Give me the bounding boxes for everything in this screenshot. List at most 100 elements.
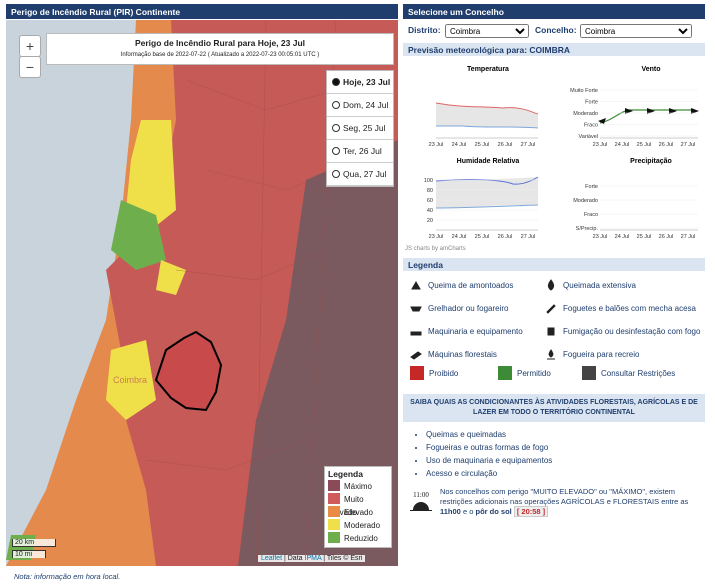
icon-shape [547,279,555,291]
scale-km: 20 km [12,539,56,547]
clock-time: 11:00 [413,491,429,499]
y-tick-label: 40 [427,208,433,214]
legend-swatch [328,506,340,517]
info-link[interactable]: Uso de maquinaria e equipamentos [426,454,552,467]
legend-label: Moderado [344,521,381,530]
legend-header: Legenda [403,258,705,271]
icon-shape [547,327,555,336]
x-tick-label: 23 Jul [593,234,608,240]
panel-header: Selecione um Concelho [403,4,705,19]
hum-band [436,177,538,208]
activity-label: Fumigação ou desinfestação com fogo [563,327,701,336]
activity-label: Grelhador ou fogareiro [428,304,509,313]
wind-arrows [598,108,699,124]
day-label: Dom, 24 Jul [343,100,389,110]
status-label: Permitido [517,369,551,378]
x-tick-label: 27 Jul [681,142,696,148]
y-tick-label: Fraco [584,212,598,218]
map-subtitle: Informação base de 2022-07-22 ( Atualiza… [120,52,320,58]
activity-item: Maquinaria e equipamento [410,320,570,343]
temp-band [436,103,538,128]
map-info: Perigo de Incêndio Rural para Hoje, 23 J… [46,33,394,65]
sunset-time: [ 20:58 ] [513,506,549,517]
status-item: Proibido [410,366,458,382]
x-tick-label: 23 Jul [429,142,444,148]
map-title: Perigo de Incêndio Rural para Hoje, 23 J… [134,38,306,48]
icon-shape [410,351,422,360]
y-tick-label: 100 [424,178,433,184]
y-tick-label: Moderado [573,198,598,204]
legend-item: Moderado [328,519,388,532]
legend-swatch [328,480,340,491]
radio [332,101,340,109]
status-legend: Proibido Permitido Consultar Restrições [410,366,705,382]
info-link[interactable]: Fogueiras e outras formas de fogo [426,441,552,454]
icon-shape [546,304,556,314]
amcharts-link[interactable]: JS charts by amCharts [405,246,466,252]
x-tick-label: 24 Jul [452,142,467,148]
day-option[interactable]: Seg, 25 Jul [327,117,393,140]
info-list: Queimas e queimadasFogueiras e outras fo… [412,428,552,480]
council-label: Concelho: [535,25,577,35]
icon-shape [410,331,422,336]
day-label: Hoje, 23 Jul [343,77,391,87]
icon-shape [410,306,422,312]
temp-min [436,125,539,129]
day-option[interactable]: Hoje, 23 Jul [327,71,393,94]
status-swatch [582,366,596,380]
activity-icon [410,306,422,312]
activity-item: Máquinas florestais [410,343,570,366]
info-link[interactable]: Acesso e circulação [426,467,552,480]
day-option[interactable]: Ter, 26 Jul [327,140,393,163]
activity-label: Foguetes e balões com mecha acesa [563,304,696,313]
icon-shape [547,349,555,360]
legend-title: Legenda [328,469,363,479]
y-tick-label: 80 [427,188,433,194]
activity-label: Fogueira para recreio [563,350,640,359]
y-tick-label: Muito Forte [570,88,598,94]
x-tick-label: 24 Jul [615,142,630,148]
x-tick-label: 25 Jul [475,234,490,240]
icon-shape [411,280,421,290]
activity-item: Fumigação ou desinfestação com fogo [545,320,705,343]
council-select[interactable]: Coimbra [580,24,692,38]
y-tick-label: S/Precip. [576,226,599,232]
y-tick-label: Moderado [573,111,598,117]
ipma-link[interactable]: IPMA [304,555,322,562]
district-label: Distrito: [408,25,441,35]
leaflet-link[interactable]: Leaflet [261,555,283,562]
day-label: Seg, 25 Jul [343,123,386,133]
x-tick-label: 26 Jul [659,142,674,148]
day-option[interactable]: Qua, 27 Jul [327,163,393,186]
panel-header: Perigo de Incêndio Rural (PIR) Continent… [6,4,398,19]
info-title: SAIBA QUAIS AS CONDICIONANTES ÀS ATIVIDA… [403,394,705,422]
status-swatch [410,366,424,380]
day-option[interactable]: Dom, 24 Jul [327,94,393,117]
chart-title: Humidade Relativa [457,158,520,165]
zoom-out[interactable]: − [19,56,41,78]
day-label: Ter, 26 Jul [343,146,382,156]
note: Nota: informação em hora local. [14,572,121,581]
x-tick-label: 26 Jul [659,234,674,240]
district-select[interactable]: Coimbra [445,24,529,38]
activity-item: Queimada extensiva [545,274,705,297]
x-tick-label: 27 Jul [521,234,536,240]
y-tick-label: 20 [427,218,433,224]
info-link[interactable]: Queimas e queimadas [426,428,552,441]
radio [332,124,340,132]
status-label: Consultar Restrições [601,369,676,378]
activity-label: Queimada extensiva [563,281,636,290]
activity-icon [547,279,555,291]
activity-item: Grelhador ou fogareiro [410,297,570,320]
legend-label: Muito Elevado [328,495,364,517]
activity-item: Queima de amontoados [410,274,570,297]
x-tick-label: 23 Jul [593,142,608,148]
forecast-charts: Temperatura Vento Humidade Relativa Prec… [424,66,699,240]
radio [332,147,340,155]
y-tick-label: Forte [585,184,598,190]
x-tick-label: 25 Jul [475,142,490,148]
attribution: Leaflet | Data IPMA | Tiles © Esri [258,555,366,562]
zoom-in[interactable]: + [19,35,41,57]
legend-swatch [328,519,340,530]
radio [332,78,340,86]
